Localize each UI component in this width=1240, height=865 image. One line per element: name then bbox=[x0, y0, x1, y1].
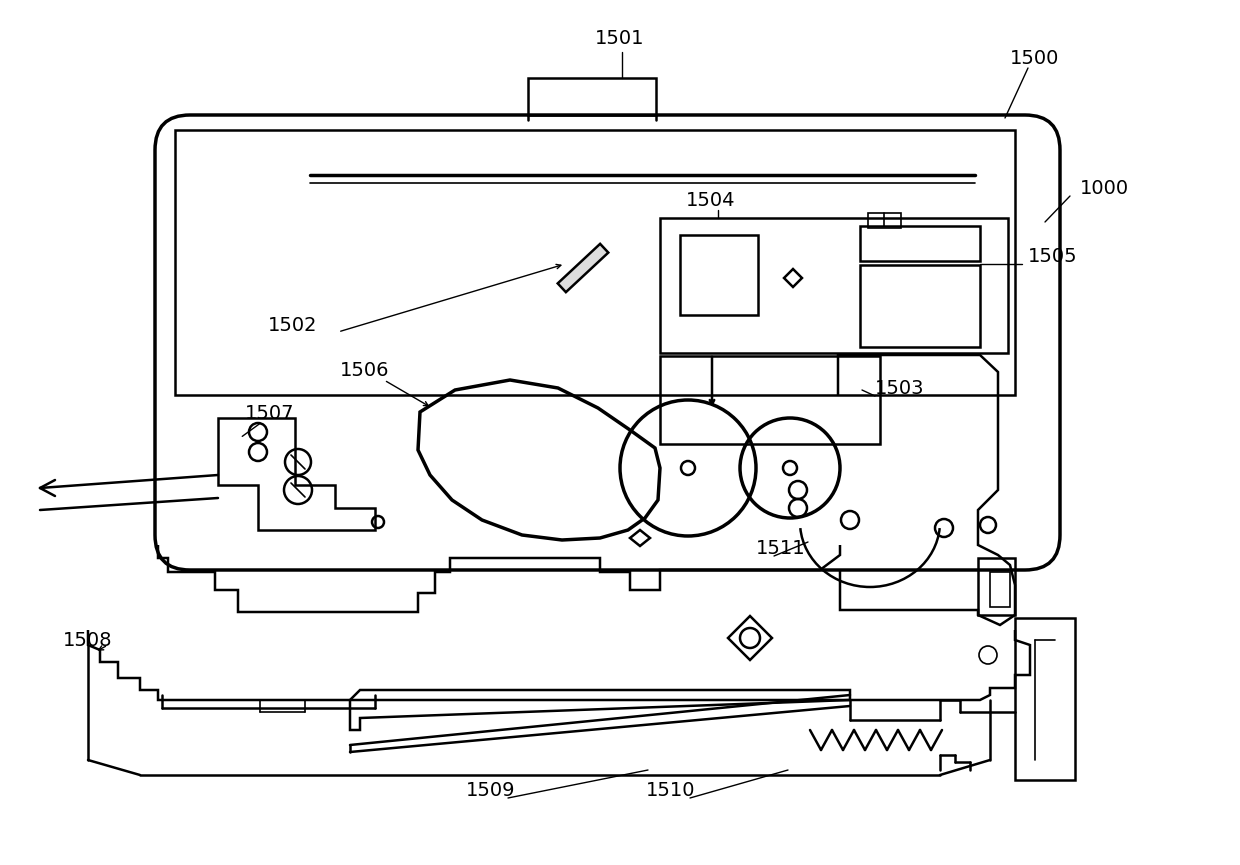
Text: 1509: 1509 bbox=[466, 780, 516, 799]
Bar bbox=[861, 265, 980, 347]
Text: 1502: 1502 bbox=[268, 316, 317, 335]
Text: 1501: 1501 bbox=[595, 29, 645, 48]
Bar bbox=[868, 213, 901, 228]
Bar bbox=[680, 235, 758, 315]
Text: 1504: 1504 bbox=[686, 190, 735, 209]
Polygon shape bbox=[558, 244, 609, 292]
Text: 1500: 1500 bbox=[1011, 48, 1059, 67]
Bar bbox=[175, 130, 1016, 395]
Bar bbox=[660, 218, 1008, 353]
Text: 1000: 1000 bbox=[1080, 178, 1130, 197]
Bar bbox=[861, 226, 980, 261]
Text: 1505: 1505 bbox=[1028, 247, 1078, 266]
Bar bbox=[990, 572, 1011, 607]
Text: 1511: 1511 bbox=[756, 539, 806, 558]
Bar bbox=[660, 356, 880, 444]
Bar bbox=[528, 78, 656, 115]
Text: 1507: 1507 bbox=[246, 403, 295, 422]
Text: 1508: 1508 bbox=[63, 631, 113, 650]
Text: 1503: 1503 bbox=[875, 379, 925, 398]
Text: 1506: 1506 bbox=[340, 361, 389, 380]
Text: 1510: 1510 bbox=[646, 780, 696, 799]
